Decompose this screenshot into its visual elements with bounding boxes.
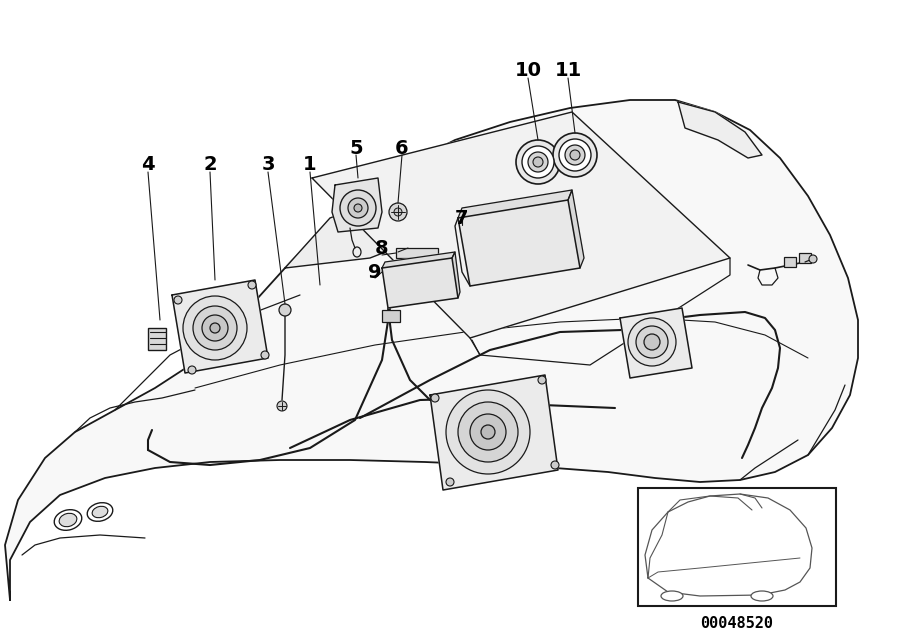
Ellipse shape (54, 510, 82, 530)
Ellipse shape (661, 591, 683, 601)
Ellipse shape (92, 506, 108, 518)
Ellipse shape (59, 513, 76, 526)
Circle shape (183, 296, 247, 360)
Text: 11: 11 (554, 60, 581, 79)
Polygon shape (172, 280, 268, 373)
Circle shape (277, 401, 287, 411)
Circle shape (528, 152, 548, 172)
Text: 00048520: 00048520 (700, 617, 773, 631)
FancyBboxPatch shape (148, 328, 166, 350)
FancyBboxPatch shape (784, 257, 796, 267)
Circle shape (565, 145, 585, 165)
Polygon shape (332, 178, 382, 232)
Polygon shape (285, 172, 478, 268)
Circle shape (470, 414, 506, 450)
Polygon shape (620, 308, 692, 378)
FancyBboxPatch shape (638, 488, 836, 606)
Circle shape (809, 255, 817, 263)
Circle shape (516, 140, 560, 184)
Ellipse shape (87, 503, 112, 521)
Circle shape (248, 281, 256, 289)
Text: 1: 1 (303, 156, 317, 175)
Circle shape (522, 146, 554, 178)
Circle shape (340, 190, 376, 226)
Polygon shape (312, 112, 730, 338)
Polygon shape (568, 190, 584, 268)
Text: 9: 9 (368, 262, 382, 281)
Polygon shape (458, 200, 580, 286)
Text: 2: 2 (203, 156, 217, 175)
Text: 5: 5 (349, 138, 363, 157)
Circle shape (348, 198, 368, 218)
Circle shape (628, 318, 676, 366)
Circle shape (570, 150, 580, 160)
FancyBboxPatch shape (396, 248, 438, 258)
Polygon shape (430, 375, 558, 490)
Circle shape (446, 478, 454, 486)
Text: 8: 8 (375, 239, 389, 258)
Polygon shape (5, 100, 858, 600)
Text: 10: 10 (515, 60, 542, 79)
Circle shape (188, 366, 196, 374)
Circle shape (431, 394, 439, 402)
Text: 3: 3 (261, 156, 274, 175)
Circle shape (559, 139, 591, 171)
Circle shape (458, 402, 518, 462)
Circle shape (538, 376, 546, 384)
Polygon shape (678, 102, 762, 158)
Text: 4: 4 (141, 156, 155, 175)
Circle shape (446, 390, 530, 474)
Circle shape (202, 315, 228, 341)
Circle shape (481, 425, 495, 439)
Polygon shape (382, 258, 458, 308)
Circle shape (261, 351, 269, 359)
Circle shape (551, 461, 559, 469)
Circle shape (174, 296, 182, 304)
FancyBboxPatch shape (382, 310, 400, 322)
Text: 7: 7 (455, 208, 469, 227)
Circle shape (354, 204, 362, 212)
Text: 6: 6 (395, 138, 409, 157)
Polygon shape (452, 252, 460, 298)
Circle shape (533, 157, 543, 167)
Circle shape (193, 306, 237, 350)
Polygon shape (458, 190, 572, 218)
Circle shape (636, 326, 668, 358)
Ellipse shape (751, 591, 773, 601)
Circle shape (553, 133, 597, 177)
Circle shape (644, 334, 660, 350)
Polygon shape (382, 252, 455, 268)
FancyBboxPatch shape (799, 253, 811, 263)
Circle shape (279, 304, 291, 316)
Circle shape (210, 323, 220, 333)
Circle shape (389, 203, 407, 221)
Circle shape (394, 208, 402, 216)
Polygon shape (645, 494, 812, 596)
